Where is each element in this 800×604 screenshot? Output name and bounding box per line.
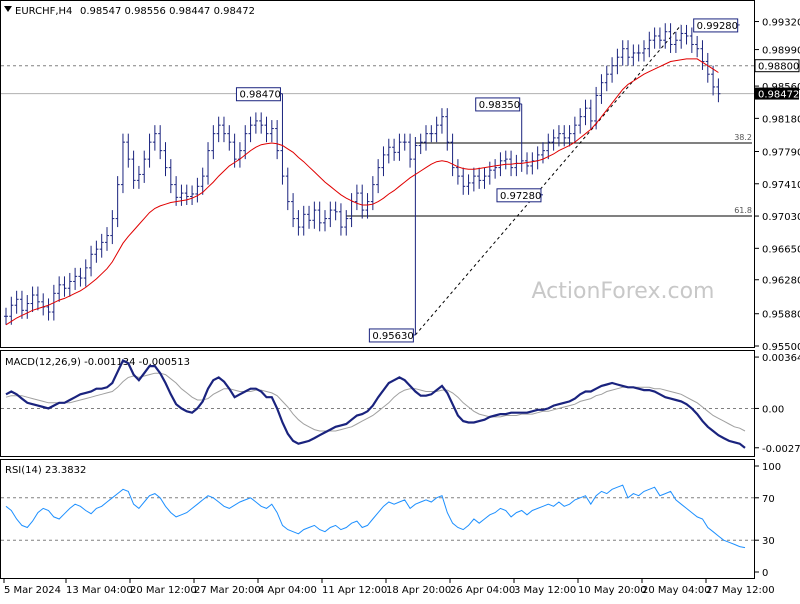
macd-title: MACD(12,26,9) -0.001134 -0.000513 <box>5 357 190 368</box>
hline-label-box <box>754 59 800 73</box>
x-tick-label: 13 Mar 04:00 <box>66 585 133 596</box>
price-panel: 0.993200.989900.985600.981800.977900.974… <box>1 18 800 353</box>
x-tick-label: 26 Apr 04:00 <box>450 585 515 596</box>
price-y-tick-label: 0.98990 <box>762 46 800 57</box>
macd-panel-frame <box>0 350 755 457</box>
fib-level-label: 38.2 <box>734 133 752 142</box>
price-marker-box <box>368 328 414 343</box>
hline-label: 0.98800 <box>758 62 799 73</box>
price-marker-label: 0.97280 <box>500 191 541 202</box>
price-marker-label: 0.99280 <box>697 21 738 32</box>
trendline <box>414 24 682 336</box>
price-marker-box <box>496 188 542 203</box>
x-tick-label: 11 Apr 12:00 <box>322 585 387 596</box>
watermark: ActionForex.com <box>532 279 715 304</box>
moving-average-line <box>5 58 719 326</box>
macd-y-tick-label: 0.00 <box>762 404 784 415</box>
price-marker-label: 0.98350 <box>479 100 520 111</box>
current-price-label: 0.98472 <box>758 90 799 101</box>
rsi-panel: 100 70 30 0 <box>1 462 781 579</box>
macd-signal-line <box>5 372 746 432</box>
rsi-y-tick-label: 100 <box>762 462 781 473</box>
x-tick-label: 3 May 12:00 <box>514 585 576 596</box>
x-tick-label: 10 May 20:00 <box>578 585 647 596</box>
rsi-y-tick-label: 70 <box>762 494 775 505</box>
macd-panel: 0.003641 0.00 -0.002788 <box>1 353 800 455</box>
price-marker-box <box>475 97 521 112</box>
macd-y-tick-label: 0.003641 <box>762 353 800 364</box>
price-y-tick-label: 0.97790 <box>762 147 800 158</box>
x-tick-label: 18 Apr 20:00 <box>386 585 451 596</box>
price-y-tick-label: 0.98180 <box>762 114 800 125</box>
rsi-y-tick-label: 0 <box>762 568 768 579</box>
current-price-box <box>755 87 799 100</box>
header-symbol: EURCHF,H4 <box>15 6 72 17</box>
macd-main-line <box>5 358 746 449</box>
price-y-tick-label: 0.96650 <box>762 244 800 255</box>
price-y-tick-label: 0.97030 <box>762 212 800 223</box>
header-ohlc: 0.98547 0.98556 0.98447 0.98472 <box>80 6 255 17</box>
header-triangle-icon <box>4 6 12 12</box>
price-y-tick-label: 0.99320 <box>762 18 800 29</box>
rsi-title: RSI(14) 23.3832 <box>5 465 86 476</box>
x-tick-label: 27 Mar 20:00 <box>194 585 261 596</box>
rsi-y-tick-label: 30 <box>762 536 775 547</box>
price-marker-box <box>235 87 281 102</box>
price-y-tick-label: 0.95500 <box>762 342 800 353</box>
price-marker-box <box>693 18 739 33</box>
rsi-panel-frame <box>0 459 755 579</box>
price-y-tick-label: 0.96280 <box>762 276 800 287</box>
rsi-line <box>5 484 746 549</box>
price-y-tick-label: 0.95880 <box>762 310 800 321</box>
x-tick-label: 4 Apr 04:00 <box>258 585 317 596</box>
x-tick-label: 20 Mar 12:00 <box>130 585 197 596</box>
price-y-tick-label: 0.97410 <box>762 180 800 191</box>
x-tick-label: 5 Mar 2024 <box>4 585 61 596</box>
macd-y-tick-label: -0.002788 <box>762 444 800 455</box>
x-tick-label: 27 May 12:00 <box>706 585 775 596</box>
price-marker-label: 0.95630 <box>372 331 413 342</box>
fib-level-label: 61.8 <box>734 206 752 215</box>
x-tick-label: 20 May 04:00 <box>642 585 711 596</box>
price-marker-label: 0.98470 <box>239 90 280 101</box>
price-panel-frame <box>0 0 755 348</box>
